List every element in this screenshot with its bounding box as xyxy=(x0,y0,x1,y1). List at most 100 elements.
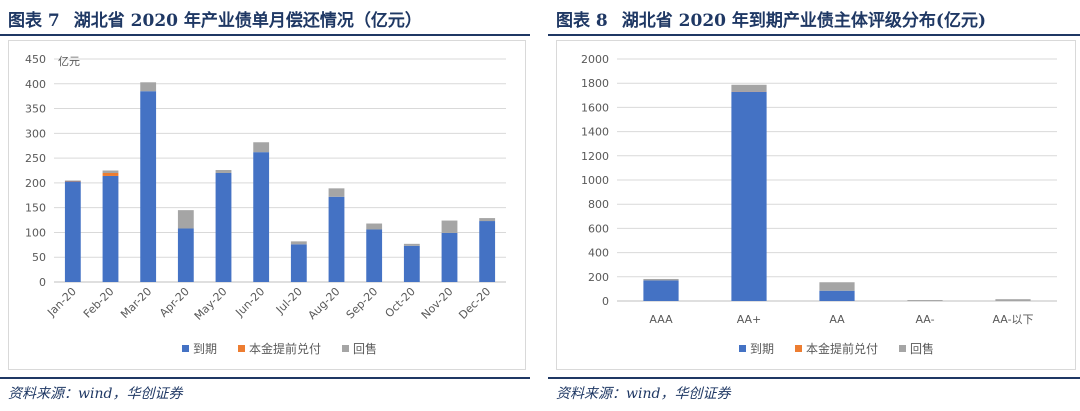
figure-title-left: 湖北省 2020 年产业债单月偿还情况（亿元） xyxy=(73,11,422,31)
y-tick-label: 200 xyxy=(25,177,46,190)
y-tick-label: 150 xyxy=(25,202,46,215)
y-tick-label: 800 xyxy=(588,198,609,211)
x-tick-label: AA+ xyxy=(737,313,762,326)
source-rule-right xyxy=(548,377,1080,379)
legend-label-0: 到期 xyxy=(750,342,774,356)
y-tick-label: 200 xyxy=(588,271,609,284)
y-tick-label: 100 xyxy=(25,226,46,239)
legend-label-1: 本金提前兑付 xyxy=(806,341,878,356)
x-tick-label: Apr-20 xyxy=(157,285,192,320)
y-tick-label: 0 xyxy=(602,295,609,308)
y-tick-label: 1200 xyxy=(581,150,609,163)
chart-frame-right: 0 200 400 600 800 1000 1200 1400 1600 1800 2000 AAA… xyxy=(556,40,1076,370)
bar-Feb-20-s2 xyxy=(102,170,119,173)
bar-AA+-s0 xyxy=(731,91,767,301)
y-tick-label: 600 xyxy=(588,222,609,235)
source-note-left: 资料来源：wind，华创证券 xyxy=(8,386,183,402)
y-unit-label: 亿元 xyxy=(58,55,80,68)
source-rule-left xyxy=(0,377,530,379)
title-rule-left xyxy=(0,34,530,36)
bar-AAA-s2 xyxy=(643,278,679,281)
bar-Jun-20-s2 xyxy=(253,142,270,153)
bar-Oct-20-s0 xyxy=(403,245,420,282)
y-tick-label: 1800 xyxy=(581,77,609,90)
bar-May-20-s2 xyxy=(215,170,232,173)
bar-Dec-20-s2 xyxy=(479,218,496,222)
figure-label-left: 图表 7 xyxy=(8,11,60,31)
figure-label-right: 图表 8 xyxy=(556,11,608,31)
bar-Feb-20-s1 xyxy=(102,172,119,176)
bar-Dec-20-s0 xyxy=(479,221,496,282)
legend-swatch-2 xyxy=(899,345,906,352)
bar-AA+-s2 xyxy=(731,84,767,92)
bar-Mar-20-s2 xyxy=(140,82,157,92)
y-tick-label: 400 xyxy=(588,247,609,260)
legend-swatch-1 xyxy=(238,345,245,352)
x-tick-label: AA xyxy=(829,313,845,326)
x-tick-label: Feb-20 xyxy=(81,285,117,321)
monthly-repayment-chart: 0 50 100 150 200 250 300 350 400 450 亿元 Jan-20 Feb-2… xyxy=(25,53,506,356)
bar-Jun-20-s0 xyxy=(253,152,270,282)
x-tick-label: Oct-20 xyxy=(383,285,418,320)
legend-label-0: 到期 xyxy=(193,342,217,356)
chart-title-left: 图表 7 湖北省 2020 年产业债单月偿还情况（亿元） xyxy=(8,6,422,31)
y-tick-label: 400 xyxy=(25,78,46,91)
x-tick-label: Jan-20 xyxy=(44,285,79,320)
rating-distribution-chart: 0200400600800100012001400160018002000AAA… xyxy=(581,53,1057,356)
bar-Jul-20-s2 xyxy=(290,241,307,245)
bar-Nov-20-s2 xyxy=(441,220,458,233)
bar-AA-s0 xyxy=(819,290,855,301)
y-tick-label: 1000 xyxy=(581,174,609,187)
bar-AAA-s0 xyxy=(643,280,679,301)
x-tick-label: May-20 xyxy=(192,285,230,323)
title-rule-right xyxy=(548,34,1080,36)
bar-Aug-20-s2 xyxy=(328,188,345,197)
x-tick-label: Aug-20 xyxy=(306,285,343,322)
figure-title-right: 湖北省 2020 年到期产业债主体评级分布(亿元) xyxy=(621,11,986,31)
y-tick-label: 0 xyxy=(39,276,46,289)
y-tick-label: 450 xyxy=(25,53,46,66)
y-tick-label: 350 xyxy=(25,103,46,116)
x-tick-label: Dec-20 xyxy=(456,285,493,322)
source-note-right: 资料来源：wind，华创证券 xyxy=(556,386,731,402)
bar-AA---s2 xyxy=(995,299,1031,301)
y-tick-label: 50 xyxy=(32,251,46,264)
y-tick-label: 2000 xyxy=(581,53,609,66)
legend-label-2: 回售 xyxy=(353,341,377,356)
bar-Feb-20-s0 xyxy=(102,175,119,282)
legend-swatch-0 xyxy=(182,345,189,352)
y-tick-label: 300 xyxy=(25,127,46,140)
bar-Apr-20-s2 xyxy=(177,210,194,229)
legend-swatch-1 xyxy=(795,345,802,352)
legend-swatch-2 xyxy=(342,345,349,352)
x-tick-label: Mar-20 xyxy=(118,285,154,321)
bar-Aug-20-s0 xyxy=(328,196,345,282)
y-tick-label: 1600 xyxy=(581,101,609,114)
x-tick-label: AA-以下 xyxy=(992,313,1033,326)
y-tick-label: 1400 xyxy=(581,126,609,139)
x-tick-label: Jul-20 xyxy=(273,285,305,317)
legend-label-2: 回售 xyxy=(910,341,934,356)
chart-frame-left: 0 50 100 150 200 250 300 350 400 450 亿元 Jan-20 Feb-2… xyxy=(8,40,526,370)
chart-panel-right: 图表 8 湖北省 2020 年到期产业债主体评级分布(亿元) 0 200 400 600… xyxy=(548,0,1080,411)
x-tick-label: Nov-20 xyxy=(419,285,456,322)
x-tick-label: Jun-20 xyxy=(233,285,268,320)
bar-Apr-20-s0 xyxy=(177,228,194,282)
bar-AA-s2 xyxy=(819,282,855,291)
bar-Jan-20-s0 xyxy=(64,181,81,282)
bar-Sep-20-s0 xyxy=(366,229,383,282)
x-tick-label: AAA xyxy=(649,313,673,326)
bar-Oct-20-s2 xyxy=(403,243,420,246)
bar-Sep-20-s2 xyxy=(366,223,383,230)
bar-Mar-20-s0 xyxy=(140,91,157,282)
y-tick-label: 250 xyxy=(25,152,46,165)
bar-AA--s2 xyxy=(907,300,943,301)
x-tick-label: Sep-20 xyxy=(344,285,381,322)
chart-panel-left: 图表 7 湖北省 2020 年产业债单月偿还情况（亿元） 0 50 100 150 200… xyxy=(0,0,530,411)
bar-May-20-s0 xyxy=(215,172,232,282)
bar-Nov-20-s0 xyxy=(441,232,458,282)
chart-title-right: 图表 8 湖北省 2020 年到期产业债主体评级分布(亿元) xyxy=(556,6,986,31)
legend-label-1: 本金提前兑付 xyxy=(249,341,321,356)
x-tick-label: AA- xyxy=(915,313,934,326)
legend-swatch-0 xyxy=(739,345,746,352)
